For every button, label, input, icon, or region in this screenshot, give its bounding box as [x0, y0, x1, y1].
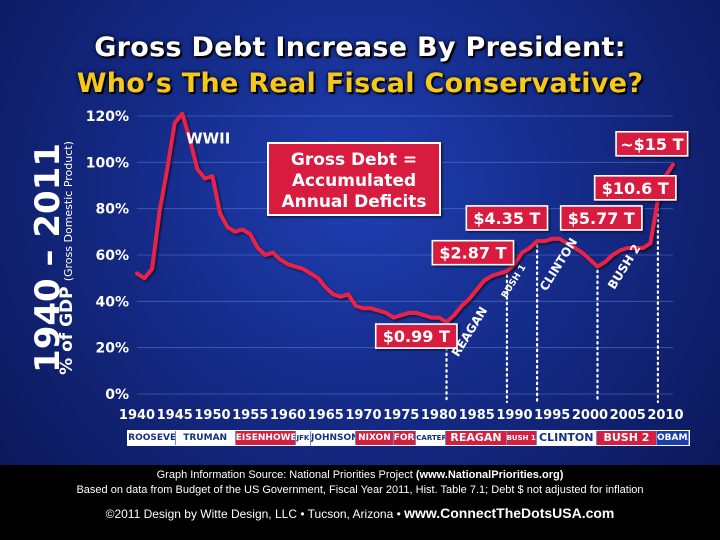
- debt-callout-box: [593, 175, 677, 201]
- y-tick-label: 80%: [95, 202, 129, 218]
- y-tick-label: 20%: [95, 341, 129, 357]
- footer-source: Graph Information Source: National Prior…: [0, 469, 720, 481]
- gross-debt-callout-line: Gross Debt =: [291, 150, 417, 170]
- debt-callout-label: $0.99 T: [383, 327, 450, 346]
- y-tick-label: 120%: [86, 109, 129, 125]
- debt-callout: $2.87 T: [431, 239, 515, 266]
- debt-callout-label: ~$15 T: [620, 135, 683, 154]
- x-tick-label: 1970: [345, 408, 381, 423]
- president-cell: EISENHOWER: [235, 431, 296, 445]
- gross-debt-callout-box: [267, 142, 441, 216]
- x-tick-label: 1990: [496, 408, 532, 423]
- x-tick-label: 1940: [119, 408, 155, 423]
- debt-callout: $4.35 T: [465, 205, 549, 231]
- president-cell: REAGAN: [446, 431, 507, 445]
- footer-website: www.ConnectTheDotsUSA.com: [404, 505, 615, 521]
- y-tick-label: 0%: [105, 387, 129, 403]
- footer-source-text: Graph Information Source: National Prior…: [156, 469, 416, 481]
- debt-callout-box: [374, 323, 458, 349]
- debt-callout-label: $4.35 T: [473, 209, 540, 228]
- debt-line-chart: 0%20%40%60%80%100%120%1940 1945 1950 1955 19…: [86, 109, 689, 423]
- x-tick-label: 1985: [459, 408, 495, 423]
- president-cell: OBAMA: [657, 431, 689, 445]
- president-cell: JFK: [295, 431, 311, 445]
- debt-callout: $10.6 T: [593, 175, 677, 201]
- debt-callout-label: $10.6 T: [602, 179, 669, 198]
- y-tick-label: 40%: [95, 294, 129, 310]
- debt-callout: $5.77 T: [559, 205, 643, 231]
- debt-callout-box: [559, 205, 643, 231]
- debt-callout-label: $5.77 T: [568, 209, 635, 228]
- debt-series-line: [135, 111, 675, 325]
- chart-subtitle: Who’s The Real Fiscal Conservative?: [76, 68, 644, 99]
- term-label: BUSH 1: [500, 263, 528, 300]
- gross-debt-callout-line: Annual Deficits: [281, 192, 426, 212]
- x-tick-label: 2010: [647, 408, 683, 423]
- president-cell: NIXON: [356, 431, 394, 445]
- x-tick-label: 1980: [421, 408, 457, 423]
- term-label: CLINTON: [537, 236, 580, 294]
- x-tick-label: 1975: [383, 408, 419, 423]
- footer-credit: ©2011 Design by Witte Design, LLC • Tucs…: [0, 505, 720, 521]
- footer-credit-text: ©2011 Design by Witte Design, LLC • Tucs…: [105, 507, 405, 521]
- footer: Graph Information Source: National Prior…: [0, 465, 720, 540]
- y-tick-label: 100%: [86, 155, 129, 171]
- president-cell: CARTER: [416, 431, 447, 445]
- president-cell: ROOSEVELT: [128, 431, 176, 445]
- president-cell: BUSH 2: [596, 431, 658, 445]
- x-tick-label: 1955: [232, 408, 268, 423]
- president-timeline: ROOSEVELTTRUMANEISENHOWERJFKJOHNSONNIXON…: [127, 430, 690, 446]
- president-cell: TRUMAN: [175, 431, 236, 445]
- president-cell: CLINTON: [536, 431, 597, 445]
- gross-debt-callout-line: Accumulated: [292, 171, 416, 191]
- president-cell: JOHNSON: [310, 431, 357, 445]
- footer-note: Based on data from Budget of the US Gove…: [76, 484, 644, 496]
- debt-callout-label: $2.87 T: [439, 244, 506, 263]
- wwii-label: WWII: [186, 130, 230, 148]
- y-tick-label: 60%: [95, 248, 129, 264]
- x-tick-label: 1960: [270, 408, 306, 423]
- footer-source-link: (www.NationalPriorities.org): [415, 469, 564, 481]
- x-tick-label: 1950: [194, 408, 230, 423]
- chart-title: Gross Debt Increase By President:: [94, 32, 626, 63]
- president-cell: FORD: [393, 431, 417, 445]
- debt-callout-box: [465, 205, 549, 231]
- debt-callout-box: [615, 131, 689, 157]
- x-tick-label: 1995: [534, 408, 570, 423]
- x-tick-label: 1965: [308, 408, 344, 423]
- president-cell: BUSH 1: [506, 431, 537, 445]
- x-tick-label: 2005: [610, 408, 646, 423]
- x-tick-label: 1945: [157, 408, 193, 423]
- debt-callout: $0.99 T: [374, 323, 458, 349]
- debt-callout: ~$15 T: [615, 131, 689, 157]
- debt-callout-box: [431, 239, 515, 266]
- x-tick-label: 2000: [572, 408, 608, 423]
